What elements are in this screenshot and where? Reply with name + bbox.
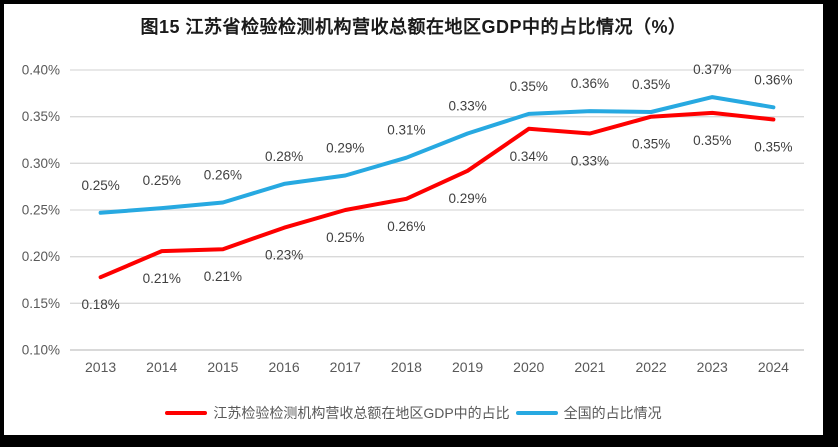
y-axis-tick-label: 0.10% (22, 343, 60, 358)
data-label: 0.25% (326, 230, 364, 245)
x-axis-tick-label: 2016 (269, 359, 300, 375)
jiangsu-line-swatch (165, 411, 208, 415)
y-axis-tick-label: 0.25% (22, 203, 60, 218)
chart-frame: 图15 江苏省检验检测机构营收总额在地区GDP中的占比情况（%） 0.40% 0.… (4, 4, 823, 435)
series-line-jiangsu (98, 110, 776, 280)
legend-item-jiangsu: 江苏检验检测机构营收总额在地区GDP中的占比 (165, 403, 510, 423)
legend-label-national: 全国的占比情况 (563, 405, 662, 421)
data-label: 0.25% (143, 173, 181, 188)
y-axis-tick-label: 0.15% (22, 296, 60, 311)
data-label: 0.35% (632, 137, 670, 152)
x-axis-tick-label: 2013 (85, 359, 116, 375)
data-label: 0.35% (693, 133, 731, 148)
data-label: 0.26% (204, 168, 242, 183)
y-axis-tick-label: 0.40% (22, 63, 60, 78)
x-axis-tick-label: 2024 (758, 359, 789, 375)
x-axis-tick-label: 2019 (452, 359, 483, 375)
x-axis-tick-label: 2014 (146, 359, 177, 375)
y-axis-tick-label: 0.20% (22, 249, 60, 264)
data-label: 0.28% (265, 149, 303, 164)
data-label: 0.21% (143, 271, 181, 286)
data-label: 0.37% (693, 62, 731, 77)
data-label: 0.18% (81, 297, 119, 312)
national-line-swatch (515, 411, 558, 415)
x-axis-tick-label: 2015 (207, 359, 238, 375)
y-axis-tick-label: 0.35% (22, 109, 60, 124)
data-label: 0.36% (754, 72, 792, 87)
data-label: 0.33% (448, 98, 486, 113)
x-axis-tick-label: 2017 (330, 359, 361, 375)
data-label: 0.36% (571, 76, 609, 91)
legend-item-national: 全国的占比情况 (515, 403, 662, 423)
series-line-national (98, 95, 776, 215)
x-axis-tick-label: 2023 (697, 359, 728, 375)
y-axis-tick-label: 0.30% (22, 156, 60, 171)
data-label: 0.21% (204, 269, 242, 284)
data-label: 0.34% (510, 149, 548, 164)
data-label: 0.29% (326, 140, 364, 155)
chart-title: 图15 江苏省检验检测机构营收总额在地区GDP中的占比情况（%） (140, 17, 687, 37)
x-axis-tick-label: 2022 (636, 359, 667, 375)
data-label: 0.26% (387, 219, 425, 234)
legend-label-jiangsu: 江苏检验检测机构营收总额在地区GDP中的占比 (213, 405, 510, 421)
x-axis-tick-label: 2021 (574, 359, 605, 375)
chart-legend: 江苏检验检测机构营收总额在地区GDP中的占比 全国的占比情况 (4, 403, 823, 423)
x-axis-tick-label: 2020 (513, 359, 544, 375)
data-label: 0.29% (448, 191, 486, 206)
data-label: 0.35% (510, 79, 548, 94)
data-label: 0.33% (571, 153, 609, 168)
data-label: 0.23% (265, 248, 303, 263)
data-label: 0.31% (387, 123, 425, 138)
x-axis-tick-label: 2018 (391, 359, 422, 375)
data-label: 0.35% (754, 139, 792, 154)
line-chart-plot: 0.40% 0.35% 0.30% 0.25% 0.20% 0.15% 0.10% 2013 2… (22, 62, 804, 375)
data-label: 0.25% (81, 178, 119, 193)
data-label: 0.35% (632, 77, 670, 92)
